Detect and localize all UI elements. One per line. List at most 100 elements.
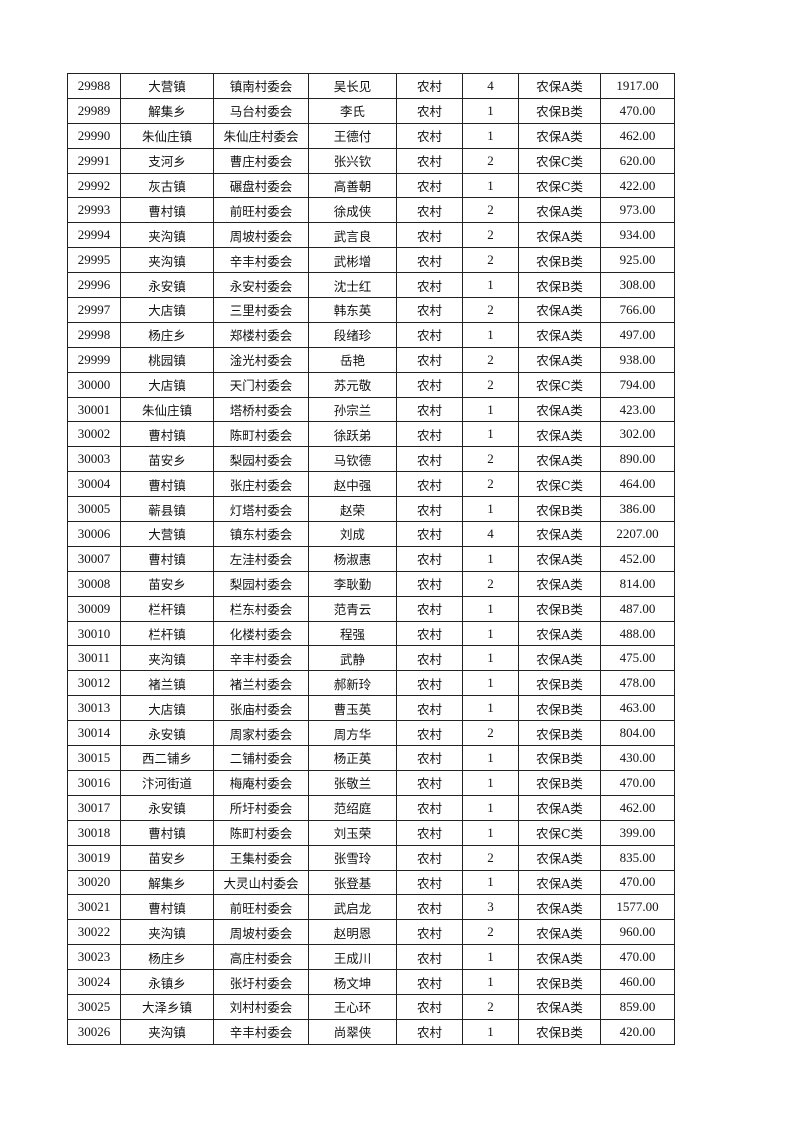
count-cell: 2: [462, 471, 519, 498]
type-cell: 农村: [396, 570, 463, 597]
amount-cell: 938.00: [600, 346, 675, 373]
village-cell: 镇南村委会: [213, 73, 309, 99]
type-cell: 农村: [396, 1018, 463, 1045]
category-cell: 农保C类: [518, 471, 601, 498]
name-cell: 尚翠侠: [308, 1018, 397, 1045]
id-cell: 30002: [67, 421, 121, 448]
village-cell: 刘村村委会: [213, 993, 309, 1020]
table-row: 30015 西二铺乡 二铺村委会 杨正英 农村 1 农保B类 430.00: [67, 745, 675, 771]
name-cell: 徐跃弟: [308, 421, 397, 448]
category-cell: 农保A类: [518, 421, 601, 448]
village-cell: 张庄村委会: [213, 471, 309, 498]
village-cell: 梅庵村委会: [213, 769, 309, 796]
table-row: 30002 曹村镇 陈町村委会 徐跃弟 农村 1 农保A类 302.00: [67, 421, 675, 448]
town-cell: 大店镇: [120, 297, 214, 323]
id-cell: 30003: [67, 446, 121, 473]
name-cell: 赵中强: [308, 471, 397, 498]
id-cell: 30026: [67, 1018, 121, 1045]
town-cell: 永安镇: [120, 794, 214, 821]
table-row: 29994 夹沟镇 周坡村委会 武言良 农村 2 农保A类 934.00: [67, 222, 675, 249]
town-cell: 大泽乡镇: [120, 993, 214, 1020]
category-cell: 农保B类: [518, 720, 601, 747]
id-cell: 29991: [67, 147, 121, 174]
table-row: 30004 曹村镇 张庄村委会 赵中强 农村 2 农保C类 464.00: [67, 471, 675, 498]
village-cell: 朱仙庄村委会: [213, 122, 309, 149]
amount-cell: 308.00: [600, 272, 675, 299]
type-cell: 农村: [396, 521, 463, 547]
type-cell: 农村: [396, 545, 463, 572]
village-cell: 王集村委会: [213, 844, 309, 871]
category-cell: 农保A类: [518, 869, 601, 896]
table-row: 30023 杨庄乡 高庄村委会 王成川 农村 1 农保A类 470.00: [67, 944, 675, 971]
id-cell: 30009: [67, 595, 121, 622]
count-cell: 2: [462, 919, 519, 946]
count-cell: 2: [462, 222, 519, 249]
type-cell: 农村: [396, 197, 463, 224]
name-cell: 高善朝: [308, 172, 397, 199]
amount-cell: 960.00: [600, 919, 675, 946]
village-cell: 张圩村委会: [213, 969, 309, 995]
village-cell: 前旺村委会: [213, 894, 309, 921]
name-cell: 曹玉英: [308, 695, 397, 722]
table-body: 29988 大营镇 镇南村委会 吴长见 农村 4 农保A类 1917.00 29989 解集乡 马台…: [67, 73, 675, 1045]
village-cell: 大灵山村委会: [213, 869, 309, 896]
amount-cell: 620.00: [600, 147, 675, 174]
count-cell: 4: [462, 521, 519, 547]
category-cell: 农保B类: [518, 670, 601, 697]
amount-cell: 464.00: [600, 471, 675, 498]
amount-cell: 470.00: [600, 769, 675, 796]
town-cell: 永安镇: [120, 272, 214, 299]
table-row: 30016 汴河街道 梅庵村委会 张敬兰 农村 1 农保B类 470.00: [67, 769, 675, 796]
table-row: 29990 朱仙庄镇 朱仙庄村委会 王德付 农村 1 农保A类 462.00: [67, 122, 675, 149]
count-cell: 1: [462, 545, 519, 572]
village-cell: 塔桥村委会: [213, 396, 309, 423]
name-cell: 武彬增: [308, 247, 397, 274]
amount-cell: 478.00: [600, 670, 675, 697]
count-cell: 1: [462, 496, 519, 523]
name-cell: 李耿勤: [308, 570, 397, 597]
amount-cell: 460.00: [600, 969, 675, 995]
table-row: 30024 永镇乡 张圩村委会 杨文坤 农村 1 农保B类 460.00: [67, 969, 675, 995]
table-row: 30025 大泽乡镇 刘村村委会 王心环 农村 2 农保A类 859.00: [67, 993, 675, 1020]
town-cell: 蕲县镇: [120, 496, 214, 523]
category-cell: 农保A类: [518, 545, 601, 572]
amount-cell: 399.00: [600, 819, 675, 846]
count-cell: 2: [462, 844, 519, 871]
amount-cell: 463.00: [600, 695, 675, 722]
type-cell: 农村: [396, 446, 463, 473]
id-cell: 30006: [67, 521, 121, 547]
count-cell: 2: [462, 570, 519, 597]
town-cell: 解集乡: [120, 869, 214, 896]
town-cell: 曹村镇: [120, 471, 214, 498]
village-cell: 灯塔村委会: [213, 496, 309, 523]
table-row: 30009 栏杆镇 栏东村委会 范青云 农村 1 农保B类 487.00: [67, 595, 675, 622]
table-row: 30000 大店镇 天门村委会 苏元敬 农村 2 农保C类 794.00: [67, 371, 675, 398]
village-cell: 高庄村委会: [213, 944, 309, 971]
id-cell: 30015: [67, 745, 121, 771]
count-cell: 3: [462, 894, 519, 921]
count-cell: 2: [462, 720, 519, 747]
town-cell: 曹村镇: [120, 894, 214, 921]
table-row: 30020 解集乡 大灵山村委会 张登基 农村 1 农保A类 470.00: [67, 869, 675, 896]
village-cell: 辛丰村委会: [213, 247, 309, 274]
category-cell: 农保C类: [518, 371, 601, 398]
id-cell: 30005: [67, 496, 121, 523]
name-cell: 张雪玲: [308, 844, 397, 871]
id-cell: 29995: [67, 247, 121, 274]
id-cell: 30023: [67, 944, 121, 971]
id-cell: 29994: [67, 222, 121, 249]
category-cell: 农保B类: [518, 769, 601, 796]
id-cell: 29989: [67, 97, 121, 124]
table-row: 30017 永安镇 所圩村委会 范绍庭 农村 1 农保A类 462.00: [67, 794, 675, 821]
id-cell: 30022: [67, 919, 121, 946]
amount-cell: 2207.00: [600, 521, 675, 547]
name-cell: 刘玉荣: [308, 819, 397, 846]
type-cell: 农村: [396, 73, 463, 99]
town-cell: 西二铺乡: [120, 745, 214, 771]
data-table: 29988 大营镇 镇南村委会 吴长见 农村 4 农保A类 1917.00 29989 解集乡 马台…: [67, 73, 675, 1045]
name-cell: 郝新玲: [308, 670, 397, 697]
village-cell: 辛丰村委会: [213, 1018, 309, 1045]
type-cell: 农村: [396, 645, 463, 672]
name-cell: 张敬兰: [308, 769, 397, 796]
name-cell: 程强: [308, 620, 397, 647]
